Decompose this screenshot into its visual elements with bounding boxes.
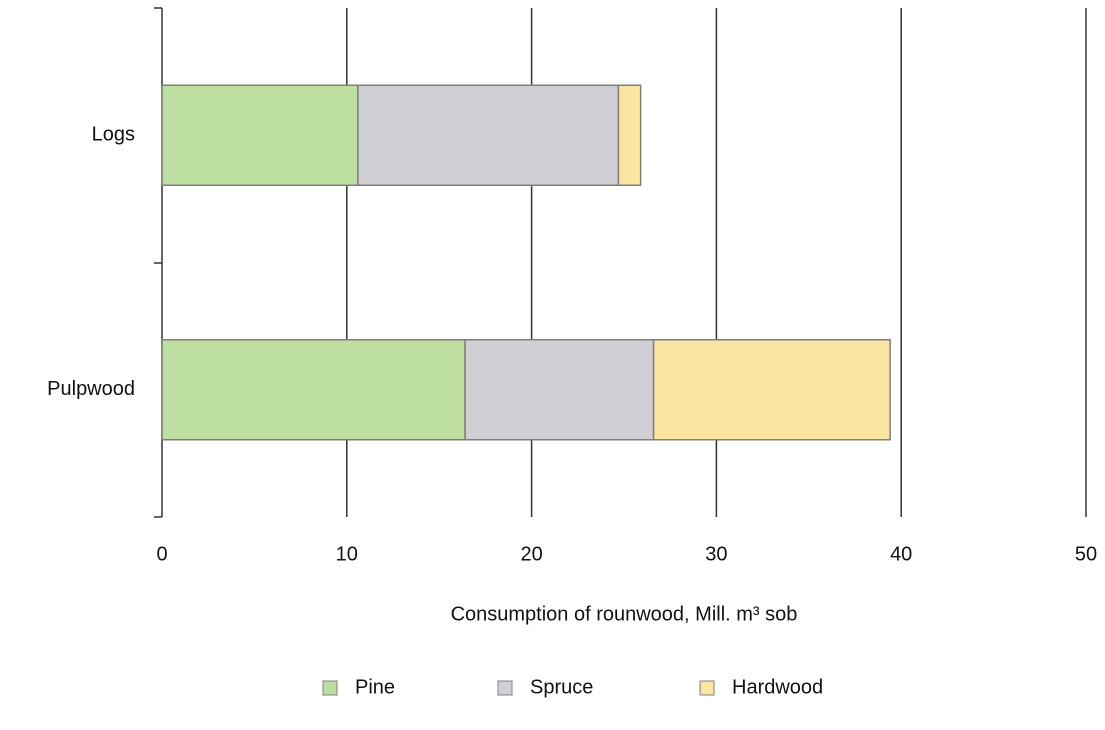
- bar-segment: [652, 339, 891, 441]
- y-tick-label: Logs: [92, 124, 135, 146]
- x-axis-title: Consumption of rounwood, Mill. m³ sob: [451, 603, 798, 625]
- legend: Pine Spruce Hardwood: [322, 676, 823, 698]
- y-tick-label: Pulpwood: [47, 378, 135, 400]
- legend-label: Hardwood: [732, 676, 823, 698]
- x-tick-label: 20: [520, 543, 542, 565]
- bar-segment: [161, 84, 359, 186]
- x-tick-label: 40: [890, 543, 912, 565]
- legend-label: Pine: [355, 676, 395, 698]
- x-tick-label: 30: [705, 543, 727, 565]
- x-tick-label: 0: [156, 543, 167, 565]
- bar-segment: [617, 84, 642, 186]
- legend-swatch: [497, 680, 513, 696]
- y-axis: [154, 7, 163, 518]
- bar-segment: [161, 339, 466, 441]
- x-tick-label: 50: [1075, 543, 1097, 565]
- bar-segment: [357, 84, 620, 186]
- legend-swatch: [322, 680, 338, 696]
- x-tick-label: 10: [336, 543, 358, 565]
- bar-segment: [464, 339, 655, 441]
- legend-label: Spruce: [530, 676, 593, 698]
- legend-swatch: [699, 680, 715, 696]
